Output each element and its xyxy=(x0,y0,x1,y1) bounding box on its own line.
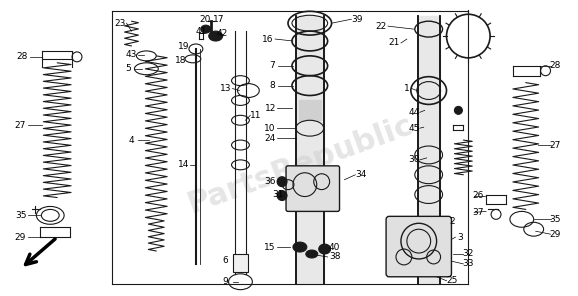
Ellipse shape xyxy=(293,242,307,252)
Text: 27: 27 xyxy=(15,121,26,130)
Text: 5: 5 xyxy=(125,64,131,73)
Ellipse shape xyxy=(454,106,462,114)
Text: 20: 20 xyxy=(199,15,210,24)
Text: 14: 14 xyxy=(178,160,190,169)
Text: 30: 30 xyxy=(408,155,420,164)
Text: 28: 28 xyxy=(17,52,28,61)
Text: 1: 1 xyxy=(404,84,410,93)
Text: 37: 37 xyxy=(472,208,484,217)
Text: 2: 2 xyxy=(450,217,455,226)
Text: 33: 33 xyxy=(462,259,474,268)
Text: 3: 3 xyxy=(458,233,463,242)
Text: 18: 18 xyxy=(175,56,187,65)
Text: 29: 29 xyxy=(15,233,26,242)
Bar xyxy=(299,100,321,120)
FancyBboxPatch shape xyxy=(386,216,451,277)
Text: 43: 43 xyxy=(126,50,137,59)
Text: 23: 23 xyxy=(114,19,125,28)
Text: 28: 28 xyxy=(550,61,561,70)
Ellipse shape xyxy=(209,31,223,41)
Text: 36: 36 xyxy=(264,177,276,186)
Text: 4: 4 xyxy=(129,136,134,144)
Text: 22: 22 xyxy=(376,22,387,31)
Bar xyxy=(418,16,440,284)
Text: 19: 19 xyxy=(178,42,190,52)
Text: 13: 13 xyxy=(220,84,231,93)
Text: 39: 39 xyxy=(351,15,363,24)
Text: 27: 27 xyxy=(550,141,561,149)
Ellipse shape xyxy=(306,250,318,258)
Text: 40: 40 xyxy=(329,242,340,252)
FancyBboxPatch shape xyxy=(286,166,339,211)
Text: 45: 45 xyxy=(408,124,420,133)
Text: 16: 16 xyxy=(262,35,274,44)
Text: 12: 12 xyxy=(265,104,276,113)
Text: 10: 10 xyxy=(264,124,276,133)
Text: 44: 44 xyxy=(408,108,420,117)
Ellipse shape xyxy=(277,191,287,200)
Text: PartsRepublic: PartsRepublic xyxy=(183,110,417,219)
Text: 34: 34 xyxy=(355,170,367,179)
Text: 35: 35 xyxy=(550,215,561,224)
Text: 42: 42 xyxy=(217,29,228,38)
Text: 7: 7 xyxy=(269,61,275,70)
Text: 35: 35 xyxy=(15,211,26,220)
Text: 25: 25 xyxy=(447,276,458,285)
Text: 29: 29 xyxy=(550,230,561,239)
Text: 26: 26 xyxy=(473,191,484,200)
Text: 38: 38 xyxy=(329,252,340,261)
Text: 21: 21 xyxy=(388,38,400,47)
Text: 6: 6 xyxy=(223,256,228,266)
Bar xyxy=(296,16,324,284)
Text: 24: 24 xyxy=(265,133,276,143)
Text: 41: 41 xyxy=(195,27,206,36)
Text: 15: 15 xyxy=(264,242,276,252)
Ellipse shape xyxy=(277,177,287,187)
Text: 11: 11 xyxy=(250,111,261,120)
Text: 17: 17 xyxy=(213,15,224,24)
Text: 32: 32 xyxy=(462,250,474,258)
Text: 9: 9 xyxy=(223,277,228,286)
Ellipse shape xyxy=(318,244,331,254)
FancyBboxPatch shape xyxy=(232,254,249,272)
Ellipse shape xyxy=(201,25,211,33)
Text: 31: 31 xyxy=(272,190,284,199)
Bar xyxy=(299,100,321,120)
Text: 8: 8 xyxy=(269,81,275,90)
